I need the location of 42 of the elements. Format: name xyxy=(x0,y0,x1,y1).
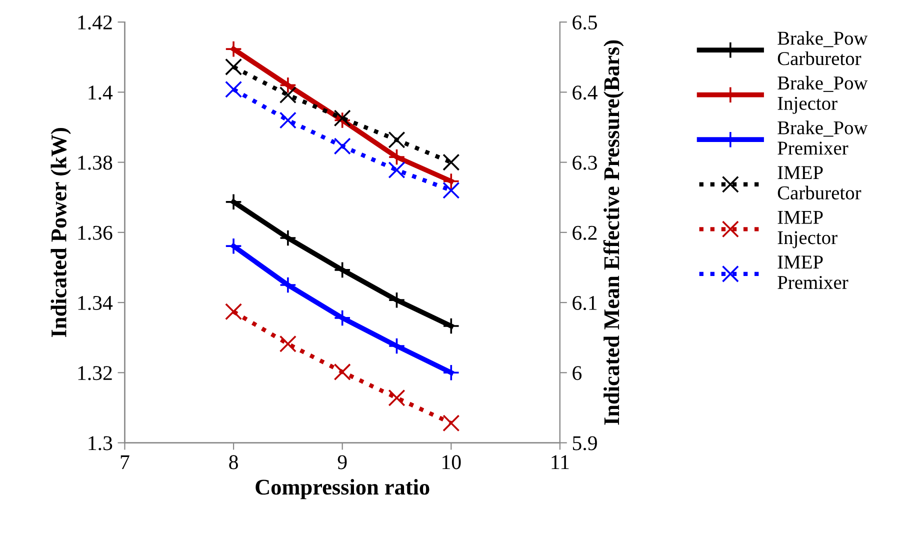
point xyxy=(279,86,296,104)
point xyxy=(279,112,296,129)
point xyxy=(334,363,351,380)
point xyxy=(225,303,242,320)
y2-tick-label: 6.3 xyxy=(572,156,597,170)
point xyxy=(225,80,242,98)
y2-tick-label: 6.2 xyxy=(572,226,597,240)
point xyxy=(388,131,406,148)
y-tick-label: 1.32 xyxy=(78,366,112,380)
y-tick-label: 1.4 xyxy=(88,86,113,100)
y-tick-label: 1.3 xyxy=(88,436,112,450)
y2-tick-label: 6 xyxy=(572,366,582,380)
y2-tick-label: 6.1 xyxy=(572,296,597,310)
point xyxy=(279,335,296,352)
point xyxy=(225,58,242,76)
legend-label: IMEP Injector xyxy=(778,210,838,248)
y-tick-label: 1.38 xyxy=(78,156,112,170)
y2-tick-label: 5.9 xyxy=(572,436,597,450)
legend-label: IMEP Carburetor xyxy=(778,166,862,200)
legend-label: Brake_Pow Premixer xyxy=(778,120,868,155)
y-tick-label: 1.42 xyxy=(78,15,112,30)
x-axis-title: Compression ratio xyxy=(256,479,430,500)
y-tick-label: 1.36 xyxy=(78,226,112,240)
y2-tick-label: 6.4 xyxy=(572,86,598,100)
point xyxy=(388,161,406,179)
legend-label: Brake_Pow Injector xyxy=(778,76,868,114)
x-tick-label: 8 xyxy=(229,455,238,470)
point xyxy=(442,414,460,432)
y-axis-title: Indicated Power (kW) xyxy=(50,128,71,338)
legend-label: Brake_Pow Carburetor xyxy=(778,31,868,66)
point xyxy=(442,182,460,199)
x-tick-label: 10 xyxy=(442,455,461,470)
y2-axis-title: Indicated Mean Effective Pressure(Bars) xyxy=(603,40,624,425)
y-tick-label: 1.34 xyxy=(78,296,113,310)
y2-tick-label: 6.5 xyxy=(572,15,597,30)
point xyxy=(442,154,460,171)
x-tick-label: 7 xyxy=(120,455,130,470)
x-tick-label: 9 xyxy=(338,455,347,470)
legend-label: IMEP Premixer xyxy=(778,256,848,290)
point xyxy=(334,138,351,155)
point xyxy=(388,389,406,406)
x-tick-label: 11 xyxy=(552,455,569,470)
